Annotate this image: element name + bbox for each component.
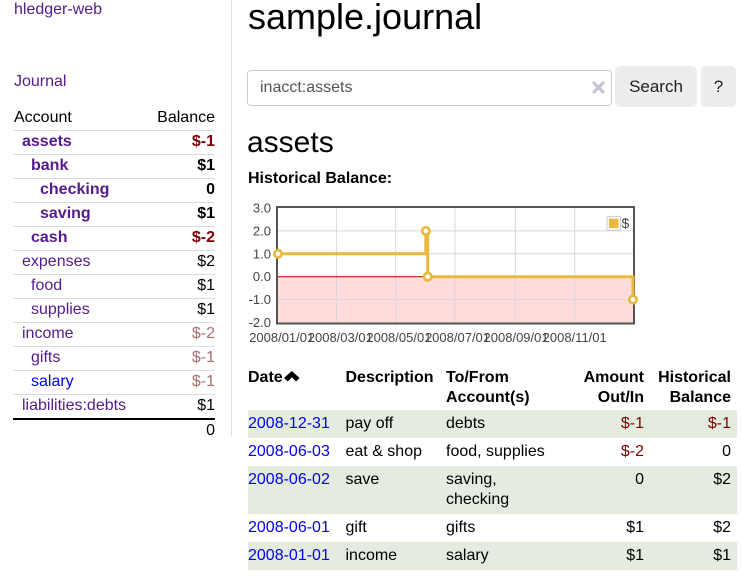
svg-text:1.0: 1.0	[253, 246, 271, 261]
svg-text:0.0: 0.0	[253, 269, 271, 284]
svg-text:2008/03/01: 2008/03/01	[308, 330, 373, 345]
svg-text:2008/07/01: 2008/07/01	[425, 330, 490, 345]
svg-text:2008/05/01: 2008/05/01	[366, 330, 431, 345]
svg-text:2008/11/01: 2008/11/01	[543, 330, 607, 345]
svg-text:2.0: 2.0	[253, 223, 271, 238]
svg-text:2008/01/01: 2008/01/01	[249, 330, 314, 345]
svg-text:$: $	[622, 215, 630, 231]
svg-text:-2.0: -2.0	[249, 315, 271, 330]
svg-text:3.0: 3.0	[253, 201, 271, 216]
svg-text:2008/09/01: 2008/09/01	[484, 330, 549, 345]
svg-text:-1.0: -1.0	[249, 292, 271, 307]
